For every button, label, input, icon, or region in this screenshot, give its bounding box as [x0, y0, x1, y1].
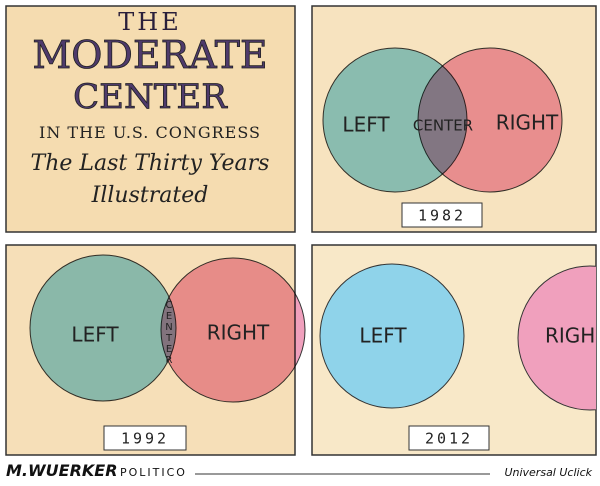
left-label: LEFT	[359, 324, 407, 348]
center-label: CENTER	[164, 300, 175, 366]
artist-signature: M.WUERKER	[6, 461, 118, 480]
right-label: RIGHT	[207, 321, 270, 345]
subtitle-line: Illustrated	[91, 183, 209, 208]
subtitle-line: IN THE U.S. CONGRESS	[39, 123, 261, 142]
title-line: THE	[118, 8, 181, 36]
right-circle	[160, 257, 306, 403]
right-label: RIGH	[545, 324, 595, 348]
left-label: LEFT	[71, 323, 119, 347]
right-circle	[417, 47, 563, 193]
title-line: MODERATE	[32, 33, 267, 77]
center-label: CENTER	[413, 117, 473, 135]
year-label: 2012	[425, 430, 473, 448]
subtitle-line: The Last Thirty Years	[31, 151, 270, 176]
syndicate-name: Universal Uclick	[504, 466, 592, 479]
year-box	[103, 425, 187, 451]
title-line: CENTER	[73, 77, 228, 117]
year-label: 1982	[418, 207, 466, 225]
year-label: 1992	[121, 430, 169, 448]
right-label: RIGHT	[496, 111, 559, 135]
left-circle	[319, 263, 465, 409]
panel-frame	[5, 5, 296, 233]
left-label: LEFT	[342, 113, 390, 137]
year-box	[408, 425, 490, 451]
outlet-name: POLITICO	[120, 466, 187, 479]
right-circle	[517, 265, 596, 411]
year-box	[401, 202, 483, 228]
